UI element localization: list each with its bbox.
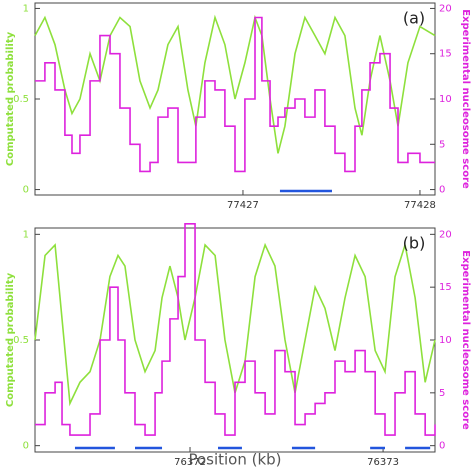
y2-tick-label: 0 (439, 441, 445, 452)
y2-tick-label: 5 (439, 139, 445, 150)
y-tick-label: 0.5 (13, 335, 29, 346)
y2-axis-label: Experimental nucleosome score (460, 9, 471, 189)
x-axis-label: Position (kb) (188, 451, 281, 469)
x-tick-label: 77427 (227, 200, 259, 211)
score-line (35, 222, 436, 436)
y2-tick-label: 15 (439, 49, 452, 60)
y2-axis-label: Experimental nucleosome score (460, 250, 471, 430)
y-axis-label: Computated probability (5, 272, 16, 407)
x-tick-label: 76372 (174, 457, 206, 468)
y-axis-label: Computated probability (5, 31, 16, 166)
y2-tick-label: 10 (439, 335, 452, 346)
y2-tick-label: 10 (439, 94, 452, 105)
y-tick-label: 0 (23, 185, 29, 196)
y-tick-label: 1 (23, 3, 29, 14)
panel-label: (a) (403, 9, 425, 28)
y2-tick-label: 20 (439, 229, 452, 240)
y-tick-label: 0.5 (13, 94, 29, 105)
y2-tick-label: 20 (439, 3, 452, 14)
y2-tick-label: 5 (439, 388, 445, 399)
x-tick-label: 76373 (367, 457, 399, 468)
panel-label: (b) (403, 234, 426, 253)
score-line (35, 16, 435, 173)
y-tick-label: 0 (23, 441, 29, 452)
y-tick-label: 1 (23, 229, 29, 240)
y2-tick-label: 0 (439, 185, 445, 196)
y2-tick-label: 15 (439, 282, 452, 293)
x-tick-label: 77428 (404, 200, 436, 211)
